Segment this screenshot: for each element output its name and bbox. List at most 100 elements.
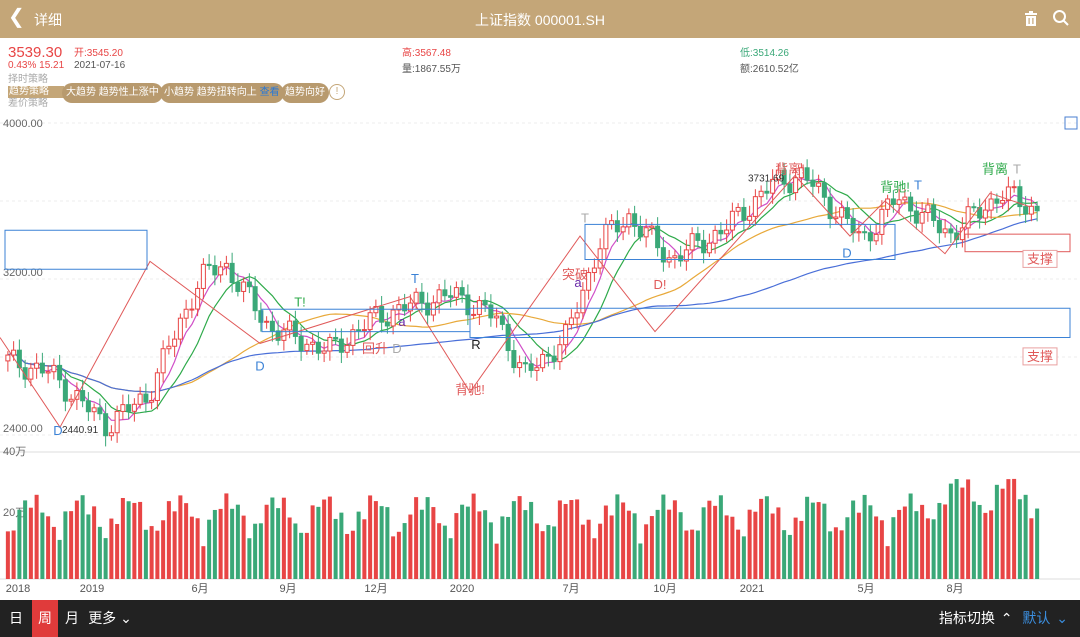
- volume-bar: [1006, 479, 1011, 579]
- candle-body: [407, 302, 413, 312]
- volume-bar: [770, 513, 775, 579]
- open-value: 开:3545.20: [74, 44, 123, 59]
- candle-body: [252, 286, 258, 312]
- candle-body: [551, 355, 557, 363]
- default-option[interactable]: 默认: [1022, 610, 1051, 626]
- hub-box: [4, 229, 148, 270]
- signal-label: 背驰!: [455, 382, 485, 397]
- volume-bar: [701, 507, 706, 579]
- info-icon[interactable]: !: [329, 84, 345, 100]
- volume-bar: [885, 546, 890, 579]
- candle-body: [994, 198, 1000, 204]
- volume-bar: [115, 524, 120, 579]
- indicator-switch[interactable]: 指标切换: [938, 610, 995, 626]
- candle-body: [850, 217, 856, 234]
- candle-body: [902, 196, 908, 201]
- candle-body: [810, 179, 816, 187]
- strategy-bar: 择时策略 趋势策略 差价策略 大趋势 趋势性上涨中 小趋势 趋势扭转向上 查看 …: [0, 74, 1080, 114]
- moving-average-line: [7, 202, 1038, 393]
- high-value-label: 3731.69: [748, 173, 785, 184]
- volume-bar: [592, 538, 597, 579]
- period-week[interactable]: 周: [32, 600, 58, 637]
- volume-bar: [419, 509, 424, 579]
- kline-chart-area[interactable]: 4000.00 3200.00 2400.00 40万 20万 D D T! T 回升 D R 背驰! T…: [0, 114, 1080, 599]
- volume-bar: [632, 513, 637, 579]
- chevron-up-icon[interactable]: ⌃: [1000, 610, 1013, 626]
- volume-bar: [270, 497, 275, 579]
- volume-bar: [730, 516, 735, 579]
- candle-body: [143, 393, 149, 403]
- support-box: [964, 233, 1071, 253]
- candle-body: [264, 320, 270, 323]
- candle-body: [1034, 205, 1040, 212]
- volume-bar: [856, 512, 861, 579]
- price-tick-label: 4000.00: [3, 118, 43, 130]
- candle-body: [453, 287, 459, 298]
- candle-body: [603, 224, 609, 250]
- candle-body: [126, 404, 132, 412]
- view-link[interactable]: 查看: [259, 87, 280, 98]
- period-month[interactable]: 月: [65, 610, 79, 626]
- candle-body: [867, 232, 873, 242]
- volume-bar: [465, 506, 470, 579]
- candle-body: [482, 300, 488, 306]
- high-number: 3567.48: [414, 48, 451, 59]
- volume-bar: [166, 501, 171, 579]
- small-trend-pill[interactable]: 小趋势 趋势扭转向上 查看: [160, 83, 284, 103]
- candle-body: [1023, 206, 1029, 215]
- tab-trend[interactable]: 趋势策略: [8, 86, 64, 98]
- amount-number: 2610.52亿: [752, 64, 799, 75]
- support-tag: [1022, 347, 1058, 366]
- kline-chart[interactable]: 4000.00 3200.00 2400.00 40万 20万 D D T! T 回升 D R 背驰! T…: [0, 114, 1080, 599]
- candle-body: [459, 287, 465, 296]
- volume-bar: [557, 500, 562, 579]
- trend-good-pill[interactable]: 趋势向好: [281, 83, 329, 103]
- period-day[interactable]: 日: [9, 610, 23, 626]
- candle-body: [390, 309, 396, 327]
- search-icon[interactable]: [1052, 9, 1070, 27]
- volume-bar: [621, 502, 626, 579]
- volume-bar: [224, 493, 229, 579]
- tab-timing[interactable]: 择时策略: [8, 74, 48, 85]
- candle-body: [34, 362, 40, 369]
- candle-body: [212, 265, 218, 276]
- volume-bar: [304, 532, 309, 579]
- volume-bar: [862, 494, 867, 579]
- volume-bar: [201, 546, 206, 579]
- candle-body: [971, 206, 977, 209]
- back-label[interactable]: 详细: [34, 12, 62, 28]
- signal-label: D: [392, 341, 401, 356]
- chevron-down-icon: ⌄: [116, 610, 132, 626]
- volume-bar: [638, 543, 643, 579]
- candle-body: [287, 320, 293, 331]
- volume-bar: [448, 538, 453, 579]
- big-trend-pill[interactable]: 大趋势 趋势性上涨中: [62, 83, 163, 103]
- candle-body: [890, 198, 896, 205]
- candle-body: [327, 336, 333, 352]
- candle-body: [655, 225, 661, 249]
- candle-body: [28, 367, 34, 380]
- volume-bar: [235, 504, 240, 579]
- back-chevron-icon[interactable]: ❮: [8, 6, 25, 28]
- volume-bar: [609, 515, 614, 579]
- candle-body: [942, 228, 948, 234]
- volume-bar: [718, 495, 723, 579]
- volume-bar: [327, 496, 332, 579]
- candle-body: [402, 304, 408, 312]
- volume-bar: [966, 479, 971, 579]
- volume-bar: [908, 493, 913, 579]
- candle-body: [856, 231, 862, 234]
- tab-spread[interactable]: 差价策略: [8, 98, 48, 109]
- trash-icon[interactable]: [1022, 9, 1040, 27]
- volume-bar: [649, 516, 654, 579]
- volume-bar: [57, 539, 62, 579]
- volume-bar: [937, 502, 942, 579]
- volume-bar: [764, 496, 769, 579]
- candle-body: [189, 308, 195, 311]
- volume-bar: [678, 512, 683, 579]
- signal-label: R: [471, 337, 480, 352]
- chevron-down-icon[interactable]: ⌄: [1056, 610, 1068, 626]
- more-menu[interactable]: 更多 ⌄: [86, 600, 134, 637]
- candle-body: [540, 353, 546, 369]
- volume-bar: [281, 497, 286, 579]
